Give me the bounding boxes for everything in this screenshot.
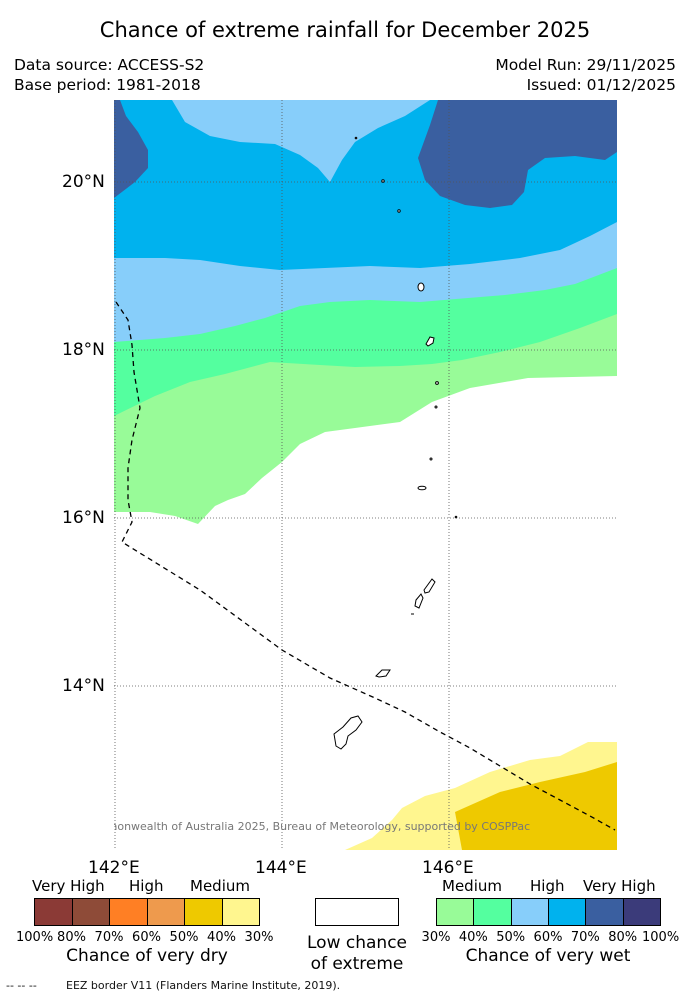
lon-label-142e: 142°E [88, 858, 140, 878]
lat-label-18n: 18°N [62, 340, 105, 360]
dry-percent-label: 40% [207, 930, 236, 945]
dry-swatch-4 [184, 898, 223, 926]
eez-legend-symbol: -- -- -- [6, 979, 37, 992]
low-chance-caption-line1: Low chance [307, 933, 407, 953]
lat-label-16n: 16°N [62, 508, 105, 528]
dry-40-50-region [455, 762, 617, 850]
wet-percent-label: 30% [421, 930, 451, 945]
dry-percent-label: 100% [16, 930, 54, 945]
wet-percent-label: 80% [608, 930, 638, 945]
wet-medium-label: Medium [442, 877, 502, 895]
graticule [114, 100, 617, 850]
wet-swatch-4 [585, 898, 624, 926]
chart-title: Chance of extreme rainfall for December … [99, 18, 591, 42]
low-chance-swatch [315, 898, 399, 926]
wet-percent-label: 40% [458, 930, 488, 945]
wet-swatch-2 [510, 898, 549, 926]
wet-very-high-label: Very High [583, 877, 656, 895]
lat-label-20n: 20°N [62, 172, 105, 192]
dry-percent-label: 60% [132, 930, 161, 945]
dry-high-label: High [129, 877, 164, 895]
dry-very-high-label: Very High [32, 877, 105, 895]
dry-swatch-1 [71, 898, 110, 926]
dry-swatch-3 [146, 898, 185, 926]
rainfall-map: © Commonwealth of Australia 2025, Bureau… [114, 100, 617, 850]
dry-percent-label: 70% [94, 930, 124, 945]
wet-50-60-tongue [172, 100, 430, 182]
wet-70-80-left [114, 100, 148, 198]
wet-percent-label: 100% [642, 930, 680, 945]
dry-percent-label: 30% [244, 930, 274, 945]
wet-caption: Chance of very wet [465, 946, 631, 966]
lon-label-146e: 146°E [422, 858, 474, 878]
dry-medium-label: Medium [190, 877, 250, 895]
wet-swatch-1 [473, 898, 512, 926]
wet-percent-label: 50% [496, 930, 526, 945]
dry-caption: Chance of very dry [66, 946, 228, 966]
wet-percent-label: 60% [533, 930, 563, 945]
wet-swatch-3 [548, 898, 587, 926]
wet-swatch-0 [436, 898, 475, 926]
base-period: Base period: 1981-2018 [14, 76, 201, 94]
dry-percent-label: 80% [57, 930, 86, 945]
dry-swatch-2 [109, 898, 148, 926]
wet-swatch-5 [622, 898, 661, 926]
lat-label-14n: 14°N [62, 676, 105, 696]
issued-date: Issued: 01/12/2025 [526, 76, 676, 94]
wet-percent-label: 70% [570, 930, 600, 945]
data-source: Data source: ACCESS-S2 [14, 56, 205, 74]
low-chance-caption-line2: of extreme [310, 954, 404, 974]
dry-swatch-5 [221, 898, 260, 926]
eez-border-line [115, 301, 616, 831]
wet-high-label: High [530, 877, 565, 895]
copyright-notice: © Commonwealth of Australia 2025, Bureau… [114, 820, 530, 833]
dry-swatch-0 [34, 898, 73, 926]
dry-percent-label: 50% [169, 930, 199, 945]
islands [333, 136, 458, 750]
model-run: Model Run: 29/11/2025 [495, 56, 676, 74]
wet-70-80-right [418, 100, 617, 208]
eez-legend-text: EEZ border V11 (Flanders Marine Institut… [66, 979, 341, 992]
lon-label-144e: 144°E [255, 858, 307, 878]
